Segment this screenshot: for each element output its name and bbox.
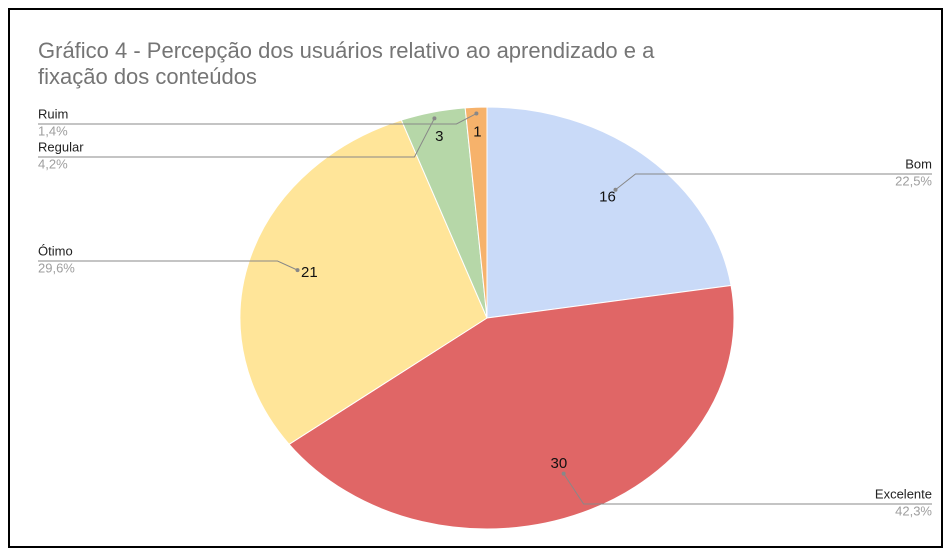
leader-dot bbox=[561, 471, 566, 476]
leader-line bbox=[563, 473, 932, 505]
legend-label: Ruim bbox=[38, 106, 68, 121]
percent-label: 22,5% bbox=[895, 173, 932, 188]
legend-label: Excelente bbox=[875, 486, 932, 501]
pie-slice bbox=[239, 119, 488, 445]
value-label: 30 bbox=[550, 455, 567, 472]
percent-label: 1,4% bbox=[38, 123, 68, 138]
leader-line bbox=[38, 113, 477, 125]
value-label: 16 bbox=[599, 189, 616, 206]
percent-label: 42,3% bbox=[895, 503, 932, 518]
leader-dot bbox=[613, 187, 618, 192]
pie-slice bbox=[486, 106, 732, 319]
legend-label: Ótimo bbox=[38, 243, 73, 258]
percent-label: 29,6% bbox=[38, 260, 75, 275]
leader-dot bbox=[295, 268, 300, 273]
legend-label: Bom bbox=[905, 156, 932, 171]
leader-dot bbox=[432, 116, 437, 121]
leader-line bbox=[38, 118, 435, 158]
pie-slice bbox=[288, 284, 735, 530]
leader-line bbox=[38, 260, 298, 271]
percent-label: 4,2% bbox=[38, 156, 68, 171]
pie-slice bbox=[464, 106, 488, 319]
leader-line bbox=[615, 173, 932, 191]
leader-dot bbox=[474, 111, 479, 116]
legend-label: Regular bbox=[38, 139, 84, 154]
value-label: 3 bbox=[435, 128, 443, 145]
value-label: 21 bbox=[301, 264, 318, 281]
value-label: 1 bbox=[473, 123, 481, 140]
chart-title: Gráfico 4 - Percepção dos usuários relat… bbox=[38, 38, 655, 89]
